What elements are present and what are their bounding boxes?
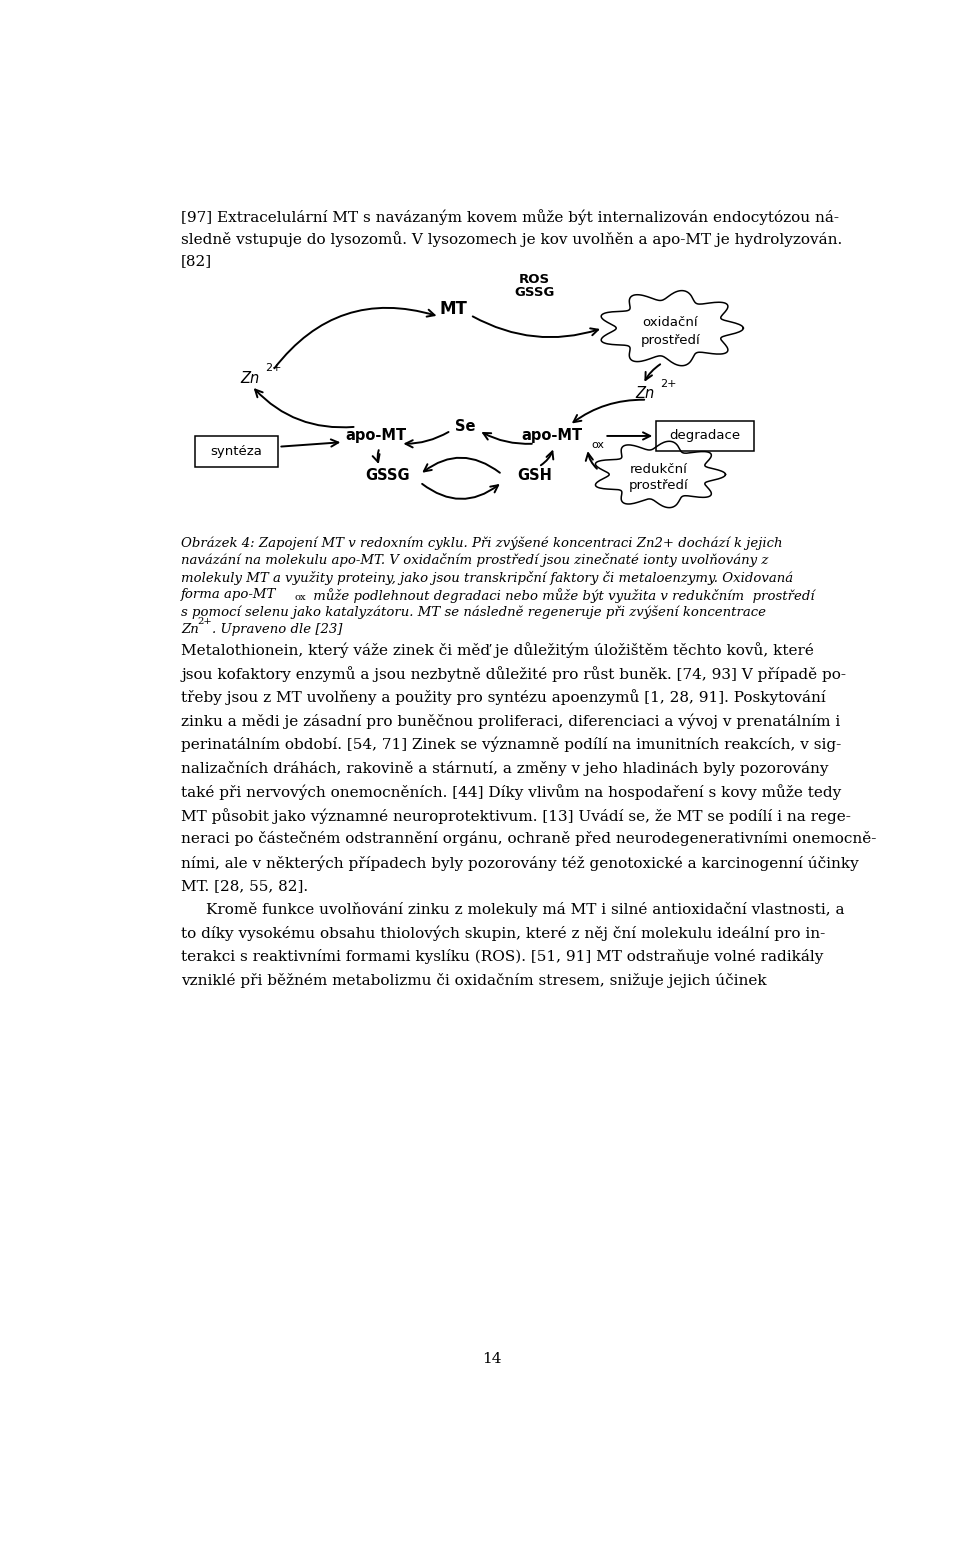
Text: také při nervových onemocněních. [44] Díky vlivům na hospodaření s kovy může ted: také při nervových onemocněních. [44] Dí…	[181, 785, 842, 800]
Text: degradace: degradace	[669, 429, 741, 443]
Text: Obrázek 4: Zapojení MT v redoxním cyklu. Při zvýšené koncentraci Zn2+ dochází k : Obrázek 4: Zapojení MT v redoxním cyklu.…	[181, 536, 782, 550]
FancyArrowPatch shape	[405, 432, 448, 448]
Text: Zn: Zn	[181, 623, 199, 636]
Text: neraci po částečném odstrannění orgánu, ochraně před neurodegenerativními onemoc: neraci po částečném odstrannění orgánu, …	[181, 831, 876, 847]
FancyArrowPatch shape	[372, 451, 379, 462]
Text: GSSG: GSSG	[515, 286, 555, 298]
Text: prostředí: prostředí	[640, 334, 700, 347]
Text: MT: MT	[440, 300, 468, 319]
Text: terakci s reaktivními formami kyslíku (ROS). [51, 91] MT odstraňuje volné radiká: terakci s reaktivními formami kyslíku (R…	[181, 949, 824, 963]
Text: 14: 14	[482, 1352, 502, 1366]
Text: oxidační: oxidační	[642, 315, 698, 329]
Text: [97] Extracelulární MT s navázaným kovem může být internalizován endocytózou ná-: [97] Extracelulární MT s navázaným kovem…	[181, 208, 839, 225]
FancyArrowPatch shape	[424, 458, 500, 472]
Text: vzniklé při běžném metabolizmu či oxidačním stresem, snižuje jejich účinek: vzniklé při běžném metabolizmu či oxidač…	[181, 973, 767, 988]
Text: GSSG: GSSG	[365, 468, 410, 483]
Text: třeby jsou z MT uvolňeny a použity pro syntézu apoenzymů [1, 28, 91]. Poskytován: třeby jsou z MT uvolňeny a použity pro s…	[181, 690, 826, 706]
Text: Metalothionein, který váže zinek či měď je důležitým úložištěm těchto kovů, kter: Metalothionein, který váže zinek či měď …	[181, 642, 814, 659]
FancyArrowPatch shape	[607, 432, 650, 440]
FancyArrowPatch shape	[255, 390, 353, 427]
Text: s pomocí selenu jako katalyzátoru. MT se následně regeneruje při zvýšení koncent: s pomocí selenu jako katalyzátoru. MT se…	[181, 606, 766, 618]
Text: syntéza: syntéza	[210, 444, 262, 458]
FancyArrowPatch shape	[586, 454, 597, 469]
FancyArrowPatch shape	[483, 434, 532, 444]
Text: forma apo-MT: forma apo-MT	[181, 587, 276, 601]
FancyArrowPatch shape	[645, 364, 660, 381]
Text: může podlehnout degradaci nebo může být využita v redukčním  prostředí: může podlehnout degradaci nebo může být …	[309, 587, 815, 603]
Text: ox: ox	[295, 592, 306, 601]
Text: ROS: ROS	[519, 274, 550, 286]
Text: apo-MT: apo-MT	[521, 429, 582, 443]
FancyArrowPatch shape	[275, 308, 435, 368]
FancyArrowPatch shape	[281, 440, 338, 446]
FancyBboxPatch shape	[656, 421, 755, 451]
FancyArrowPatch shape	[573, 399, 644, 423]
Text: navázání na molekulu apo-MT. V oxidačním prostředí jsou zinečnaté ionty uvolňová: navázání na molekulu apo-MT. V oxidačním…	[181, 553, 769, 567]
Text: MT působit jako významné neuroprotektivum. [13] Uvádí se, že MT se podílí i na r: MT působit jako významné neuroprotektivu…	[181, 808, 852, 824]
Text: sledně vstupuje do lysozomů. V lysozomech je kov uvolňěn a apo-MT je hydrolyzová: sledně vstupuje do lysozomů. V lysozomec…	[181, 232, 843, 247]
FancyArrowPatch shape	[472, 317, 598, 337]
Text: Kromě funkce uvolňování zinku z molekuly má MT i silné antioxidační vlastnosti, : Kromě funkce uvolňování zinku z molekuly…	[206, 901, 845, 917]
Text: jsou kofaktory enzymů a jsou nezbytně důležité pro růst buněk. [74, 93] V případ: jsou kofaktory enzymů a jsou nezbytně dů…	[181, 667, 846, 682]
Text: to díky vysokému obsahu thiolových skupin, které z něj ční molekulu ideální pro : to díky vysokému obsahu thiolových skupi…	[181, 926, 826, 942]
Text: redukční: redukční	[630, 463, 687, 476]
Text: molekuly MT a využity proteiny, jako jsou transkripční faktory či metaloenzymy. : molekuly MT a využity proteiny, jako jso…	[181, 570, 793, 584]
Text: MT. [28, 55, 82].: MT. [28, 55, 82].	[181, 878, 308, 892]
Text: 2+: 2+	[198, 617, 212, 626]
Text: 2+: 2+	[660, 379, 677, 388]
Text: Zn: Zn	[636, 385, 655, 401]
Text: . Upraveno dle [23]: . Upraveno dle [23]	[212, 623, 343, 636]
FancyArrowPatch shape	[422, 483, 498, 499]
Text: 2+: 2+	[265, 364, 281, 373]
Polygon shape	[601, 291, 743, 365]
Polygon shape	[595, 441, 726, 508]
FancyBboxPatch shape	[195, 437, 277, 466]
FancyArrowPatch shape	[540, 451, 553, 465]
Text: [82]: [82]	[181, 255, 212, 269]
Text: zinku a mědi je zásadní pro buněčnou proliferaci, diferenciaci a vývoj v prenatá: zinku a mědi je zásadní pro buněčnou pro…	[181, 713, 840, 729]
Text: ox: ox	[591, 440, 605, 451]
Text: Zn: Zn	[240, 371, 259, 385]
Text: apo-MT: apo-MT	[346, 429, 406, 443]
Text: GSH: GSH	[517, 468, 552, 483]
Text: nalizačních dráhách, rakovině a stárnutí, a změny v jeho hladinách byly pozorová: nalizačních dráhách, rakovině a stárnutí…	[181, 760, 828, 775]
Text: perinatálním období. [54, 71] Zinek se významně podílí na imunitních reakcích, v: perinatálním období. [54, 71] Zinek se v…	[181, 737, 842, 752]
Text: ními, ale v některých případech byly pozorovány též genotoxické a karcinogenní ú: ními, ale v některých případech byly poz…	[181, 855, 859, 870]
Text: prostředí: prostředí	[629, 479, 688, 493]
Text: Se: Se	[455, 420, 475, 434]
